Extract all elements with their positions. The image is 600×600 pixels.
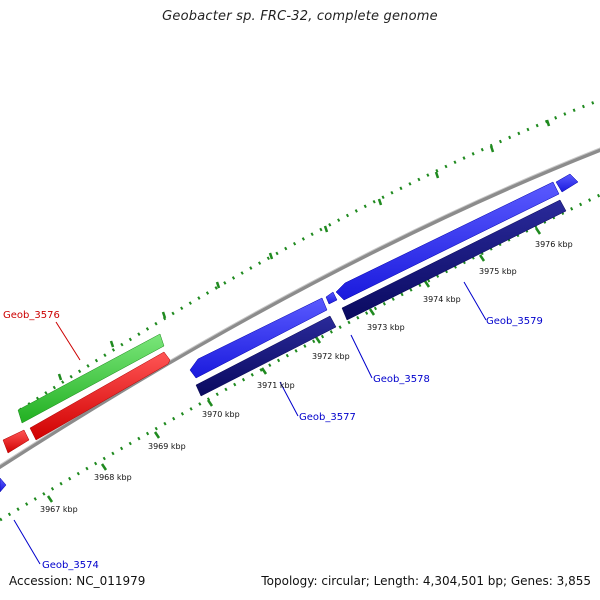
gene-geob-3574[interactable] (0, 477, 7, 493)
gene-label-geob-3577[interactable]: Geob_3577 (299, 412, 356, 423)
gene-geob-3578[interactable] (335, 181, 560, 301)
gene-rna-green[interactable] (17, 333, 165, 424)
label-connectors (13, 281, 487, 565)
kbp-label: 3970 kbp (202, 410, 240, 419)
kbp-label: 3969 kbp (148, 442, 186, 451)
genome-stats-text: Topology: circular; Length: 4,304,501 bp… (261, 574, 591, 588)
gene-small-blue[interactable] (325, 291, 338, 305)
gene-label-geob-3579[interactable]: Geob_3579 (486, 316, 543, 327)
kbp-label: 3967 kbp (40, 505, 78, 514)
kbp-label: 3971 kbp (257, 381, 295, 390)
major-ticks (46, 227, 542, 503)
kbp-label: 3972 kbp (312, 352, 350, 361)
gene-geob-3579[interactable] (341, 199, 567, 321)
kbp-label: 3973 kbp (367, 323, 405, 332)
gene-red-small[interactable] (2, 429, 30, 454)
gene-label-geob-3574[interactable]: Geob_3574 (42, 560, 99, 571)
gene-geob-3577-reverse[interactable] (195, 315, 337, 397)
gene-label-geob-3576[interactable]: Geob_3576 (3, 310, 60, 321)
inner-tick-track (0, 193, 600, 522)
map-title: Geobacter sp. FRC-32, complete genome (162, 9, 438, 24)
outer-major-ticks (57, 119, 551, 381)
kbp-label: 3976 kbp (535, 240, 573, 249)
gene-label-geob-3578[interactable]: Geob_3578 (373, 374, 430, 385)
accession-text: Accession: NC_011979 (9, 574, 146, 588)
gene-geob-3577[interactable] (189, 297, 328, 379)
kbp-label: 3968 kbp (94, 473, 132, 482)
genome-backbone (0, 147, 600, 470)
kbp-label: 3974 kbp (423, 295, 461, 304)
gene-geob-3576[interactable] (29, 351, 171, 441)
kbp-label: 3975 kbp (479, 267, 517, 276)
gene-edge-blue[interactable] (555, 173, 579, 193)
